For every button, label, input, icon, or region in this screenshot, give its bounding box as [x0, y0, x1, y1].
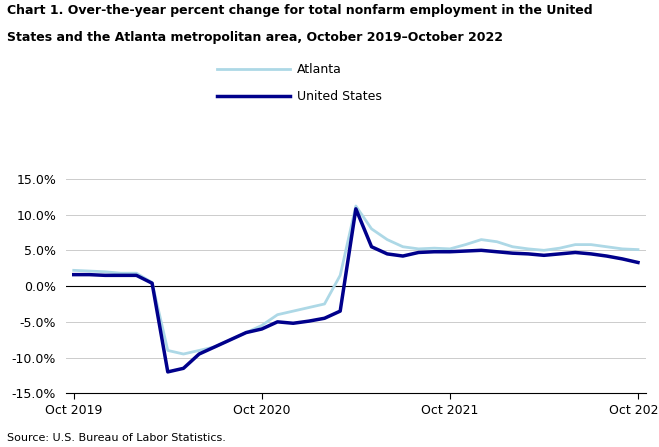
Line: United States: United States — [74, 209, 638, 372]
Atlanta — [336, 273, 344, 278]
Atlanta — [446, 246, 454, 252]
Atlanta — [117, 270, 125, 276]
Atlanta — [461, 242, 469, 247]
United States — [430, 249, 438, 254]
Text: United States: United States — [297, 89, 382, 103]
United States — [525, 251, 532, 257]
United States — [195, 351, 203, 357]
Atlanta — [179, 351, 187, 357]
United States — [446, 249, 454, 254]
United States — [70, 272, 78, 277]
Atlanta — [258, 323, 266, 328]
Text: States and the Atlanta metropolitan area, October 2019–October 2022: States and the Atlanta metropolitan area… — [7, 31, 503, 44]
Atlanta — [289, 308, 297, 314]
United States — [179, 366, 187, 371]
Atlanta — [415, 246, 422, 252]
Atlanta — [477, 237, 485, 242]
United States — [258, 326, 266, 332]
Atlanta — [164, 348, 172, 353]
United States — [587, 251, 595, 257]
Atlanta — [430, 245, 438, 251]
United States — [415, 250, 422, 255]
Atlanta — [571, 242, 579, 247]
United States — [493, 249, 501, 254]
Atlanta — [368, 226, 376, 232]
Atlanta — [493, 239, 501, 245]
United States — [101, 273, 109, 278]
Atlanta — [211, 344, 219, 350]
United States — [477, 248, 485, 253]
United States — [305, 318, 313, 324]
United States — [117, 273, 125, 278]
United States — [148, 281, 156, 286]
Text: Source: U.S. Bureau of Labor Statistics.: Source: U.S. Bureau of Labor Statistics. — [7, 433, 225, 443]
United States — [320, 316, 328, 321]
Text: Chart 1. Over-the-year percent change for total nonfarm employment in the United: Chart 1. Over-the-year percent change fo… — [7, 4, 592, 17]
Atlanta — [556, 245, 563, 251]
United States — [399, 253, 407, 259]
Atlanta — [101, 269, 109, 274]
Atlanta — [634, 247, 642, 252]
United States — [603, 253, 611, 259]
United States — [289, 320, 297, 326]
United States — [273, 319, 281, 325]
Atlanta — [509, 244, 517, 249]
Atlanta — [273, 312, 281, 317]
Atlanta — [227, 337, 235, 342]
United States — [211, 344, 219, 350]
Atlanta — [320, 301, 328, 307]
United States — [461, 249, 469, 254]
United States — [509, 250, 517, 256]
Atlanta — [525, 246, 532, 252]
United States — [618, 256, 626, 261]
Line: Atlanta: Atlanta — [74, 206, 638, 354]
Atlanta — [352, 203, 360, 209]
Atlanta — [70, 268, 78, 273]
United States — [164, 369, 172, 375]
Atlanta — [399, 244, 407, 249]
United States — [571, 250, 579, 255]
Atlanta — [540, 248, 548, 253]
Atlanta — [305, 305, 313, 310]
Atlanta — [148, 280, 156, 285]
United States — [540, 253, 548, 258]
Text: Atlanta: Atlanta — [297, 63, 341, 76]
Atlanta — [243, 330, 250, 335]
Atlanta — [618, 246, 626, 252]
Atlanta — [603, 244, 611, 249]
Atlanta — [384, 237, 391, 242]
United States — [352, 206, 360, 211]
Atlanta — [86, 268, 94, 274]
United States — [556, 251, 563, 257]
United States — [336, 308, 344, 314]
Atlanta — [195, 348, 203, 353]
United States — [368, 244, 376, 249]
Atlanta — [587, 242, 595, 247]
United States — [132, 273, 140, 278]
United States — [86, 272, 94, 277]
Atlanta — [132, 270, 140, 276]
United States — [227, 337, 235, 342]
United States — [634, 260, 642, 265]
United States — [384, 251, 391, 257]
United States — [243, 330, 250, 335]
